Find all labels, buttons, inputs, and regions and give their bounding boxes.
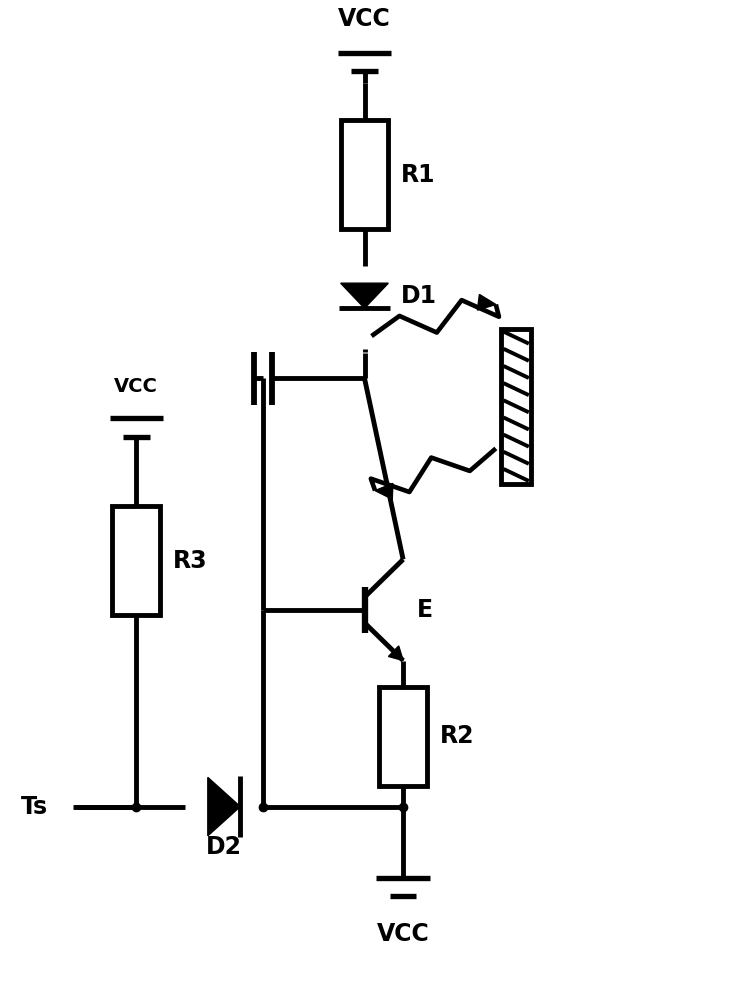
Text: VCC: VCC	[377, 922, 429, 946]
Text: R2: R2	[440, 724, 474, 748]
Polygon shape	[477, 295, 496, 310]
Polygon shape	[375, 484, 393, 500]
Polygon shape	[389, 646, 403, 660]
Text: Ts: Ts	[20, 794, 47, 818]
Bar	[340, 120, 389, 229]
Polygon shape	[340, 283, 389, 309]
Bar	[502, 329, 531, 484]
Bar	[379, 687, 427, 785]
Text: D1: D1	[401, 284, 437, 308]
Text: R3: R3	[173, 548, 208, 572]
Text: VCC: VCC	[114, 377, 158, 396]
Polygon shape	[208, 777, 241, 836]
Text: D2: D2	[206, 835, 242, 859]
Text: R1: R1	[401, 163, 435, 187]
Text: VCC: VCC	[338, 7, 391, 31]
Bar	[112, 506, 160, 615]
Text: E: E	[417, 598, 433, 622]
